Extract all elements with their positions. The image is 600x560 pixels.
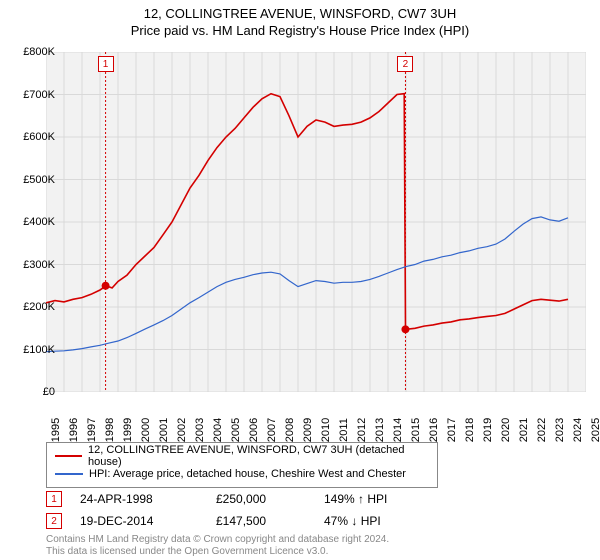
sale-marker-pct-wrap: 149% ↑ HPI <box>324 492 387 506</box>
y-tick-label: £700K <box>23 89 55 101</box>
x-tick-label: 2008 <box>284 418 296 442</box>
x-tick-label: 2018 <box>464 418 476 442</box>
x-tick-label: 2013 <box>374 418 386 442</box>
legend-row: HPI: Average price, detached house, Ches… <box>55 465 429 483</box>
y-tick-label: £200K <box>23 301 55 313</box>
x-tick-label: 1999 <box>122 418 134 442</box>
footer-attribution: Contains HM Land Registry data © Crown c… <box>46 534 576 557</box>
legend-label: 12, COLLINGTREE AVENUE, WINSFORD, CW7 3U… <box>88 444 429 468</box>
y-tick-label: £400K <box>23 216 55 228</box>
legend-row: 12, COLLINGTREE AVENUE, WINSFORD, CW7 3U… <box>55 447 429 465</box>
sale-marker-pct-wrap: 47% ↓ HPI <box>324 514 381 528</box>
title-subtitle: Price paid vs. HM Land Registry's House … <box>0 23 600 38</box>
x-tick-label: 2003 <box>194 418 206 442</box>
x-tick-label: 1995 <box>50 418 62 442</box>
x-tick-label: 2021 <box>518 418 530 442</box>
sale-marker-badge: 2 <box>46 513 62 529</box>
arrow-up-icon: ↑ <box>358 492 364 506</box>
x-tick-label: 2011 <box>338 418 350 442</box>
sale-marker-pct: 47% <box>324 514 348 528</box>
x-tick-label: 2025 <box>590 418 600 442</box>
x-tick-label: 2016 <box>428 418 440 442</box>
footer-line: This data is licensed under the Open Gov… <box>46 546 328 557</box>
x-tick-label: 2007 <box>266 418 278 442</box>
x-tick-label: 2004 <box>212 418 224 442</box>
x-tick-label: 2015 <box>410 418 422 442</box>
x-tick-label: 2001 <box>158 418 170 442</box>
x-tick-label: 2023 <box>554 418 566 442</box>
x-tick-label: 2017 <box>446 418 458 442</box>
x-tick-label: 2006 <box>248 418 260 442</box>
sale-marker-suffix: HPI <box>367 492 387 506</box>
chart-flag-badge: 1 <box>98 56 114 72</box>
sale-marker-pct: 149% <box>324 492 355 506</box>
x-tick-label: 2010 <box>320 418 332 442</box>
y-tick-label: £500K <box>23 174 55 186</box>
chart-flag-badge: 2 <box>397 56 413 72</box>
y-tick-label: £600K <box>23 131 55 143</box>
sale-marker-badge: 1 <box>46 491 62 507</box>
sale-marker-price: £250,000 <box>216 492 306 506</box>
x-tick-label: 2022 <box>536 418 548 442</box>
sale-marker-num: 1 <box>51 494 57 505</box>
sale-marker-row: 2 19-DEC-2014 £147,500 47% ↓ HPI <box>46 510 586 532</box>
sale-marker-table: 1 24-APR-1998 £250,000 149% ↑ HPI 2 19-D… <box>46 488 586 532</box>
x-tick-label: 1998 <box>104 418 116 442</box>
legend-swatch <box>55 473 83 475</box>
arrow-down-icon: ↓ <box>351 514 357 528</box>
sale-marker-num: 2 <box>51 516 57 527</box>
legend-swatch <box>55 455 82 457</box>
x-tick-label: 2002 <box>176 418 188 442</box>
chart-container: 12, COLLINGTREE AVENUE, WINSFORD, CW7 3U… <box>0 0 600 560</box>
x-tick-label: 2005 <box>230 418 242 442</box>
x-tick-label: 2020 <box>500 418 512 442</box>
y-tick-label: £100K <box>23 344 55 356</box>
chart-svg <box>46 52 586 392</box>
sale-marker-row: 1 24-APR-1998 £250,000 149% ↑ HPI <box>46 488 586 510</box>
x-tick-label: 1996 <box>68 418 80 442</box>
x-tick-label: 2000 <box>140 418 152 442</box>
sale-marker-date: 24-APR-1998 <box>80 492 198 506</box>
x-tick-label: 2012 <box>356 418 368 442</box>
x-tick-label: 2009 <box>302 418 314 442</box>
title-block: 12, COLLINGTREE AVENUE, WINSFORD, CW7 3U… <box>0 0 600 40</box>
legend-label: HPI: Average price, detached house, Ches… <box>89 468 406 480</box>
y-tick-label: £800K <box>23 46 55 58</box>
x-tick-label: 2019 <box>482 418 494 442</box>
chart-area <box>46 52 586 392</box>
x-tick-label: 2024 <box>572 418 584 442</box>
sale-marker-suffix: HPI <box>361 514 381 528</box>
x-tick-label: 2014 <box>392 418 404 442</box>
sale-marker-price: £147,500 <box>216 514 306 528</box>
title-address: 12, COLLINGTREE AVENUE, WINSFORD, CW7 3U… <box>0 6 600 21</box>
x-tick-label: 1997 <box>86 418 98 442</box>
sale-marker-date: 19-DEC-2014 <box>80 514 198 528</box>
y-tick-label: £300K <box>23 259 55 271</box>
legend-box: 12, COLLINGTREE AVENUE, WINSFORD, CW7 3U… <box>46 442 438 488</box>
footer-line: Contains HM Land Registry data © Crown c… <box>46 534 389 545</box>
